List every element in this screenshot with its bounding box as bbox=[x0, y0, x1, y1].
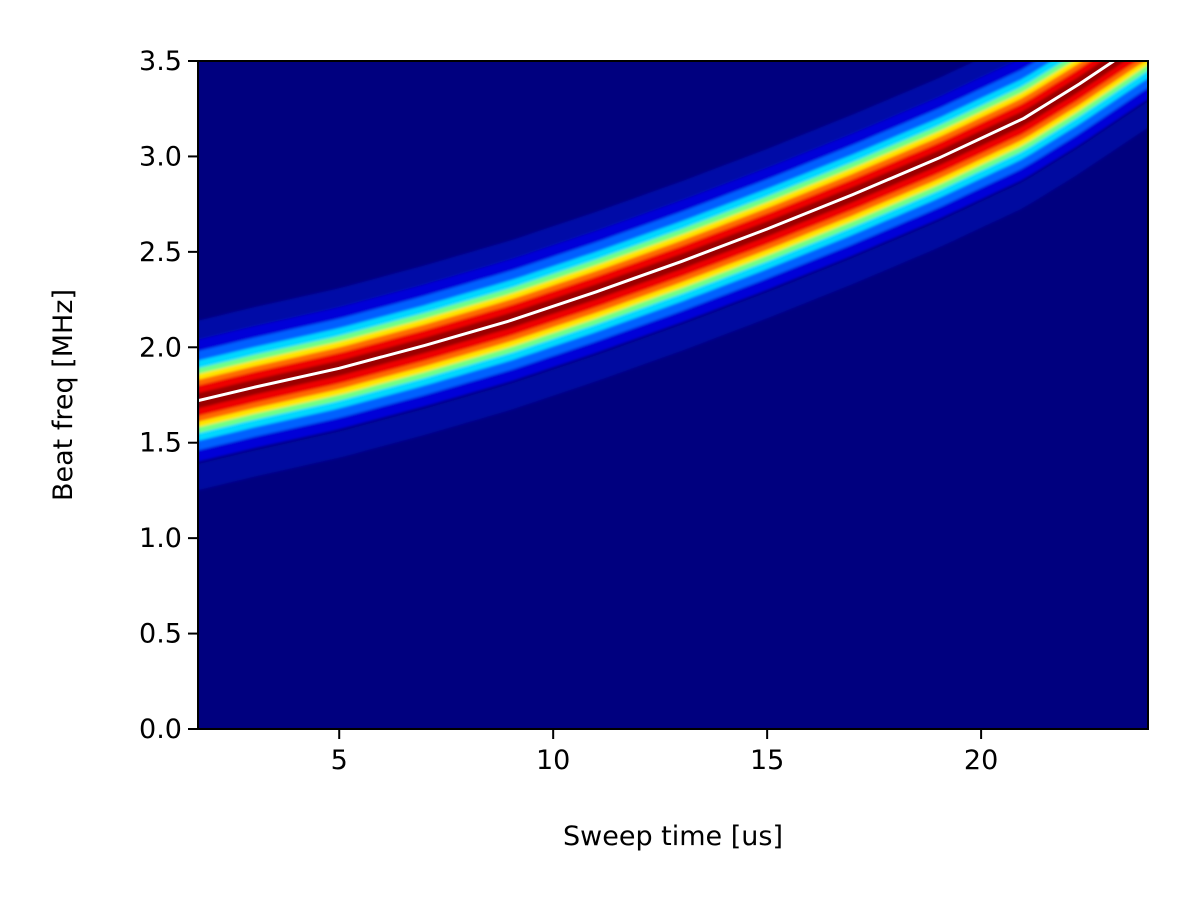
heatmap-bands bbox=[198, 61, 1148, 491]
x-tick-label: 20 bbox=[964, 745, 998, 776]
y-tick-label: 0.0 bbox=[139, 714, 182, 745]
heatmap-band-1 bbox=[198, 101, 1148, 491]
y-tick-label: 0.5 bbox=[139, 619, 182, 650]
heatmap-band-9 bbox=[198, 61, 1126, 409]
y-tick-label: 3.5 bbox=[139, 46, 182, 77]
ridge-line bbox=[198, 61, 1115, 403]
x-axis-label: Sweep time [us] bbox=[563, 821, 783, 852]
plot-frame bbox=[197, 60, 1149, 730]
y-tick-label: 1.0 bbox=[139, 523, 182, 554]
x-tick-label: 15 bbox=[750, 745, 784, 776]
x-tick-label: 5 bbox=[331, 745, 348, 776]
x-tick-label: 10 bbox=[536, 745, 570, 776]
y-tick-label: 1.5 bbox=[139, 428, 182, 459]
heatmap-band-0 bbox=[198, 61, 1024, 344]
x-axis: 5 10 15 20 bbox=[331, 729, 998, 776]
y-axis: 0.0 0.5 1.0 1.5 2.0 2.5 3.0 3.5 bbox=[139, 46, 198, 745]
y-tick-label: 2.0 bbox=[139, 332, 182, 363]
y-tick-label: 3.0 bbox=[139, 141, 182, 172]
y-axis-label: Beat freq [MHz] bbox=[48, 289, 79, 501]
plot-area bbox=[197, 60, 1149, 730]
y-tick-label: 2.5 bbox=[139, 237, 182, 268]
